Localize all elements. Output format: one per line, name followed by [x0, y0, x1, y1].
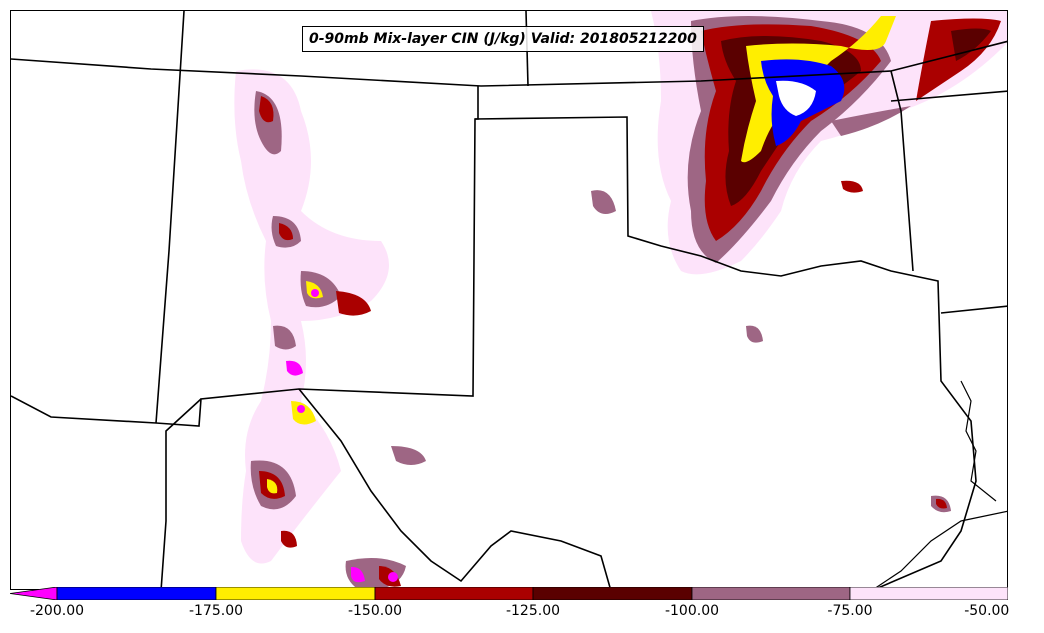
- colorbar-segment-6: [849, 587, 1008, 600]
- colorbar: [10, 587, 1008, 600]
- colorbar-label: -175.00: [188, 603, 244, 619]
- colorbar-segment-2: [215, 587, 376, 600]
- colorbar-label: -75.00: [827, 603, 873, 619]
- colorbar-segment-1: [56, 587, 217, 600]
- colorbar-label: -100.00: [664, 603, 720, 619]
- coastline: [872, 380, 1007, 589]
- colorbar-segment-3: [374, 587, 534, 600]
- colorbar-segment-5: [691, 587, 851, 600]
- state-borders: [11, 11, 1007, 589]
- colorbar-segment-4: [532, 587, 693, 600]
- colorbar-label: -150.00: [347, 603, 403, 619]
- colorbar-under-arrow: [10, 587, 58, 600]
- map-title: 0-90mb Mix-layer CIN (J/kg) Valid: 20180…: [302, 26, 704, 52]
- colorbar-label: -125.00: [505, 603, 561, 619]
- cin-field-western-mountains: [234, 69, 426, 589]
- cin-map: [11, 11, 1007, 589]
- cin-field-plains: [591, 11, 1007, 513]
- colorbar-label: -50.00: [964, 603, 1010, 619]
- colorbar-label: -200.00: [29, 603, 85, 619]
- map-frame: 0-90mb Mix-layer CIN (J/kg) Valid: 20180…: [10, 10, 1008, 590]
